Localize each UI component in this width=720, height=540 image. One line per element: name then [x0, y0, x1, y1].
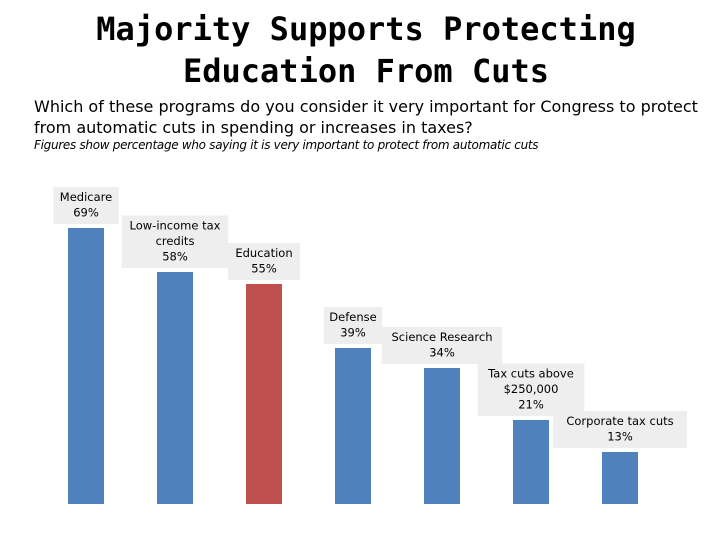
data-label-defense: Defense 39%	[323, 307, 383, 344]
category-label-medicare: Medicare	[60, 190, 112, 204]
chart-title-line-1: Majority Supports Protecting	[96, 10, 636, 48]
value-label-defense: 39%	[340, 326, 366, 340]
bar-education	[246, 284, 282, 504]
data-label-corporate-tax-cuts: Corporate tax cuts 13%	[552, 411, 688, 448]
value-label-tax-cuts-above-250-000: 21%	[518, 398, 544, 412]
bar-tax-cuts-above-250-000	[513, 420, 549, 504]
category-label-tax-cuts-above-250-000: $250,000	[504, 382, 559, 396]
data-label-box-education	[227, 243, 301, 280]
value-label-corporate-tax-cuts: 13%	[607, 430, 633, 444]
category-label-low-income-tax-credits: Low-income tax	[130, 219, 221, 233]
survey-question: Which of these programs do you consider …	[34, 97, 698, 137]
value-label-medicare: 69%	[73, 206, 99, 220]
bar-defense	[335, 348, 371, 504]
category-label-low-income-tax-credits: credits	[156, 234, 195, 248]
data-label-box-corporate-tax-cuts	[552, 411, 688, 448]
chart-title-line-2: Education From Cuts	[182, 52, 550, 90]
chart-note: Figures show percentage who saying it is…	[34, 138, 539, 152]
bar-medicare	[68, 228, 104, 504]
value-label-low-income-tax-credits: 58%	[162, 250, 188, 264]
bar-corporate-tax-cuts	[602, 452, 638, 504]
category-label-tax-cuts-above-250-000: Tax cuts above	[487, 367, 574, 381]
chart-title: Majority Supports Protecting Education F…	[0, 8, 720, 92]
data-label-medicare: Medicare 69%	[53, 187, 119, 224]
data-label-science-research: Science Research 34%	[381, 327, 503, 364]
data-label-box-tax-cuts-above-250-000	[477, 363, 585, 416]
data-label-box-defense	[323, 307, 383, 344]
category-label-science-research: Science Research	[392, 330, 493, 344]
data-label-box-medicare	[53, 187, 119, 224]
value-label-education: 55%	[251, 262, 277, 276]
category-label-education: Education	[235, 246, 292, 260]
category-label-defense: Defense	[329, 310, 376, 324]
data-label-box-science-research	[381, 327, 503, 364]
category-label-corporate-tax-cuts: Corporate tax cuts	[566, 414, 673, 428]
data-label-box-low-income-tax-credits	[121, 215, 229, 268]
data-label-education: Education 55%	[227, 243, 301, 280]
data-label-tax-cuts-above-250-000: Tax cuts above$250,000 21%	[477, 363, 585, 416]
bar-low-income-tax-credits	[157, 272, 193, 504]
bar-science-research	[424, 368, 460, 504]
value-label-science-research: 34%	[429, 346, 455, 360]
